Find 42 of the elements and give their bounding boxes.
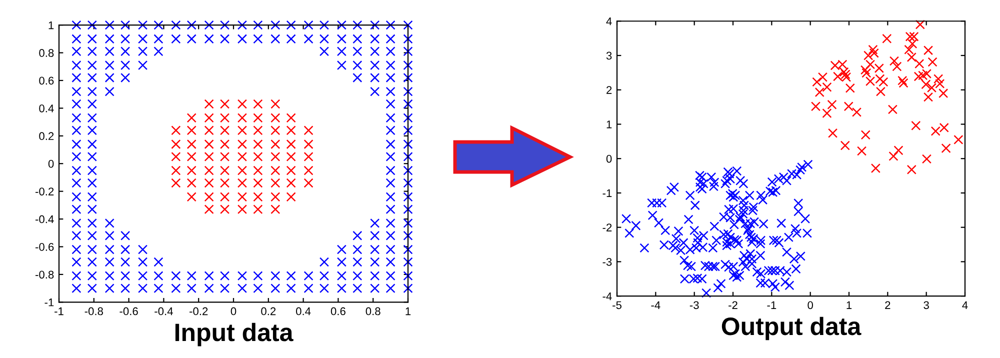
y-tick-label: -0.8: [35, 270, 54, 279]
x-axis-title: Output data: [722, 316, 862, 340]
y-tick-label: 1: [48, 21, 54, 30]
y-tick-label: 3: [606, 52, 612, 60]
x-tick-label: -2: [728, 301, 738, 309]
y-tick-label: 4: [606, 18, 612, 26]
x-tick-label: 0.2: [261, 307, 276, 316]
x-tick-label: -3: [690, 301, 699, 310]
x-tick-label: -0.4: [154, 307, 173, 316]
y-tick-label: 2: [606, 86, 612, 94]
y-tick-label: 0.4: [39, 104, 54, 112]
y-tick-label: 0.8: [39, 49, 54, 57]
x-tick-label: -0.6: [120, 307, 138, 316]
x-tick-label: -1: [767, 301, 776, 309]
y-tick-label: 1: [606, 120, 612, 128]
y-tick-label: 0.2: [39, 132, 54, 140]
x-tick-label: 1: [406, 307, 411, 316]
x-tick-label: 0.8: [366, 307, 380, 316]
x-tick-label: 2: [885, 301, 890, 309]
x-tick-label: 3: [924, 301, 929, 310]
x-tick-label: -1: [54, 307, 64, 316]
x-tick-label: -5: [612, 301, 622, 310]
y-tick-label: -0.4: [35, 215, 54, 224]
y-tick-label: -2: [602, 224, 612, 232]
x-tick-label: 0.4: [296, 307, 311, 316]
x-tick-label: 4: [962, 301, 968, 309]
y-tick-label: -0.6: [35, 243, 54, 251]
y-tick-label: -4: [602, 292, 612, 300]
x-tick-label: 0: [230, 307, 236, 316]
x-tick-label: -0.8: [84, 307, 103, 316]
y-tick-label: 0: [48, 160, 54, 168]
x-tick-label: -4: [651, 301, 660, 309]
y-tick-label: -3: [602, 258, 612, 266]
x-tick-label: 1: [846, 301, 852, 309]
y-tick-label: -0.2: [35, 188, 54, 196]
y-tick-label: 0.6: [39, 76, 54, 85]
x-tick-label: 0.6: [330, 307, 346, 316]
y-tick-label: 0: [606, 154, 612, 163]
x-axis-title: Input data: [175, 322, 294, 346]
y-tick-label: -1: [602, 189, 612, 197]
x-tick-label: 0: [808, 301, 813, 310]
x-tick-label: -0.2: [190, 307, 208, 316]
